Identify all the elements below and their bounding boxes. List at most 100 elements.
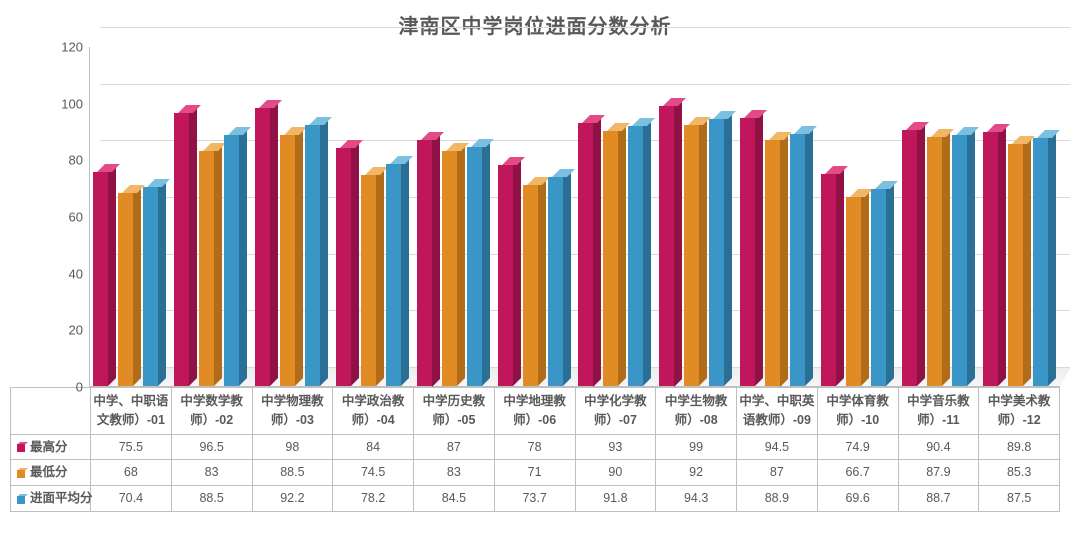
category-label: 中学化学教师）-07 xyxy=(575,388,656,435)
data-cell: 88.7 xyxy=(898,486,979,512)
data-cell: 93 xyxy=(575,434,656,460)
bar-side xyxy=(593,115,601,387)
bar-side xyxy=(432,132,440,387)
bar-group xyxy=(737,47,818,386)
table-row: 进面平均分70.488.592.278.284.573.791.894.388.… xyxy=(11,486,1060,512)
bar-side xyxy=(133,185,141,386)
category-label-text: 中学物理教师）-03 xyxy=(255,392,331,430)
bar-top xyxy=(688,117,711,125)
bar-最高分 xyxy=(417,140,432,387)
bar-最高分 xyxy=(902,130,917,386)
bar-top xyxy=(906,122,929,130)
bar-进面平均分 xyxy=(224,135,239,386)
category-label-text: 中学音乐教师）-11 xyxy=(901,392,977,430)
bar-group xyxy=(90,47,171,386)
bar-top xyxy=(97,164,120,172)
bar-side xyxy=(886,181,894,386)
bar-side xyxy=(295,127,303,386)
bar-top xyxy=(744,110,767,118)
data-cell: 90 xyxy=(575,460,656,486)
category-label-text: 中学、中职语文教师）-01 xyxy=(93,392,169,430)
category-label: 中学地理教师）-06 xyxy=(494,388,575,435)
table-row: 最低分688388.574.5837190928766.787.985.3 xyxy=(11,460,1060,486)
bar-top xyxy=(421,132,444,140)
bar-top xyxy=(203,143,226,151)
data-cell: 84 xyxy=(333,434,414,460)
data-cell: 87.5 xyxy=(979,486,1060,512)
data-cell: 74.9 xyxy=(817,434,898,460)
bar-top xyxy=(284,127,307,135)
bar-top xyxy=(987,124,1010,132)
bar-top xyxy=(1012,136,1035,144)
y-tick-label: 100 xyxy=(61,96,83,111)
bar-最低分 xyxy=(927,137,942,386)
data-cell: 88.9 xyxy=(737,486,818,512)
bar-top xyxy=(931,129,954,137)
bar-group xyxy=(171,47,252,386)
bar-top xyxy=(825,166,848,174)
bar-top xyxy=(390,156,413,164)
data-cell: 94.5 xyxy=(737,434,818,460)
plot-area xyxy=(90,47,1060,387)
bar-side xyxy=(699,117,707,386)
category-label: 中学美术教师）-12 xyxy=(979,388,1060,435)
bar-top xyxy=(552,169,575,177)
bar-front xyxy=(143,187,158,386)
bar-top xyxy=(309,117,332,125)
bar-top xyxy=(122,185,145,193)
data-cell: 87 xyxy=(414,434,495,460)
y-tick-label: 40 xyxy=(69,266,83,281)
bar-进面平均分 xyxy=(1033,138,1048,386)
data-cell: 99 xyxy=(656,434,737,460)
bar-最低分 xyxy=(684,125,699,386)
data-cell: 74.5 xyxy=(333,460,414,486)
bar-最低分 xyxy=(523,185,538,386)
bar-top xyxy=(956,127,979,135)
bar-最高分 xyxy=(255,108,270,386)
bar-side xyxy=(270,100,278,386)
series-label: 进面平均分 xyxy=(11,486,91,512)
bar-进面平均分 xyxy=(305,125,320,386)
bar-top xyxy=(527,177,550,185)
category-label-text: 中学政治教师）-04 xyxy=(335,392,411,430)
data-cell: 71 xyxy=(494,460,575,486)
bar-top xyxy=(713,111,736,119)
bar-side xyxy=(836,166,844,386)
bar-最高分 xyxy=(740,118,755,386)
series-label: 最高分 xyxy=(11,434,91,460)
bar-top xyxy=(582,115,605,123)
category-label-text: 中学地理教师）-06 xyxy=(497,392,573,430)
bar-最高分 xyxy=(174,113,189,386)
data-cell: 75.5 xyxy=(91,434,172,460)
data-cell: 68 xyxy=(91,460,172,486)
data-cell: 89.8 xyxy=(979,434,1060,460)
bar-top xyxy=(769,132,792,140)
bar-side xyxy=(861,189,869,386)
bar-最高分 xyxy=(821,174,836,386)
bar-最高分 xyxy=(336,148,351,386)
bar-top xyxy=(875,181,898,189)
y-tick-label: 120 xyxy=(61,40,83,55)
bar-group xyxy=(898,47,979,386)
bar-side xyxy=(189,105,197,386)
data-cell: 83 xyxy=(171,460,252,486)
bar-side xyxy=(1048,130,1056,386)
legend-swatch xyxy=(17,494,27,504)
data-cell: 69.6 xyxy=(817,486,898,512)
category-label-text: 中学化学教师）-07 xyxy=(578,392,654,430)
bar-进面平均分 xyxy=(790,134,805,386)
bar-top xyxy=(446,143,469,151)
bar-side xyxy=(513,157,521,386)
bar-最高分 xyxy=(498,165,513,386)
bar-最高分 xyxy=(578,123,593,387)
bar-front xyxy=(603,131,618,386)
bar-group xyxy=(656,47,737,386)
data-cell: 78 xyxy=(494,434,575,460)
bar-进面平均分 xyxy=(628,126,643,386)
bar-front xyxy=(927,137,942,386)
series-name: 进面平均分 xyxy=(30,491,93,505)
bar-group xyxy=(494,47,575,386)
bar-front xyxy=(548,177,563,386)
bar-side xyxy=(917,122,925,386)
bar-front xyxy=(740,118,755,386)
